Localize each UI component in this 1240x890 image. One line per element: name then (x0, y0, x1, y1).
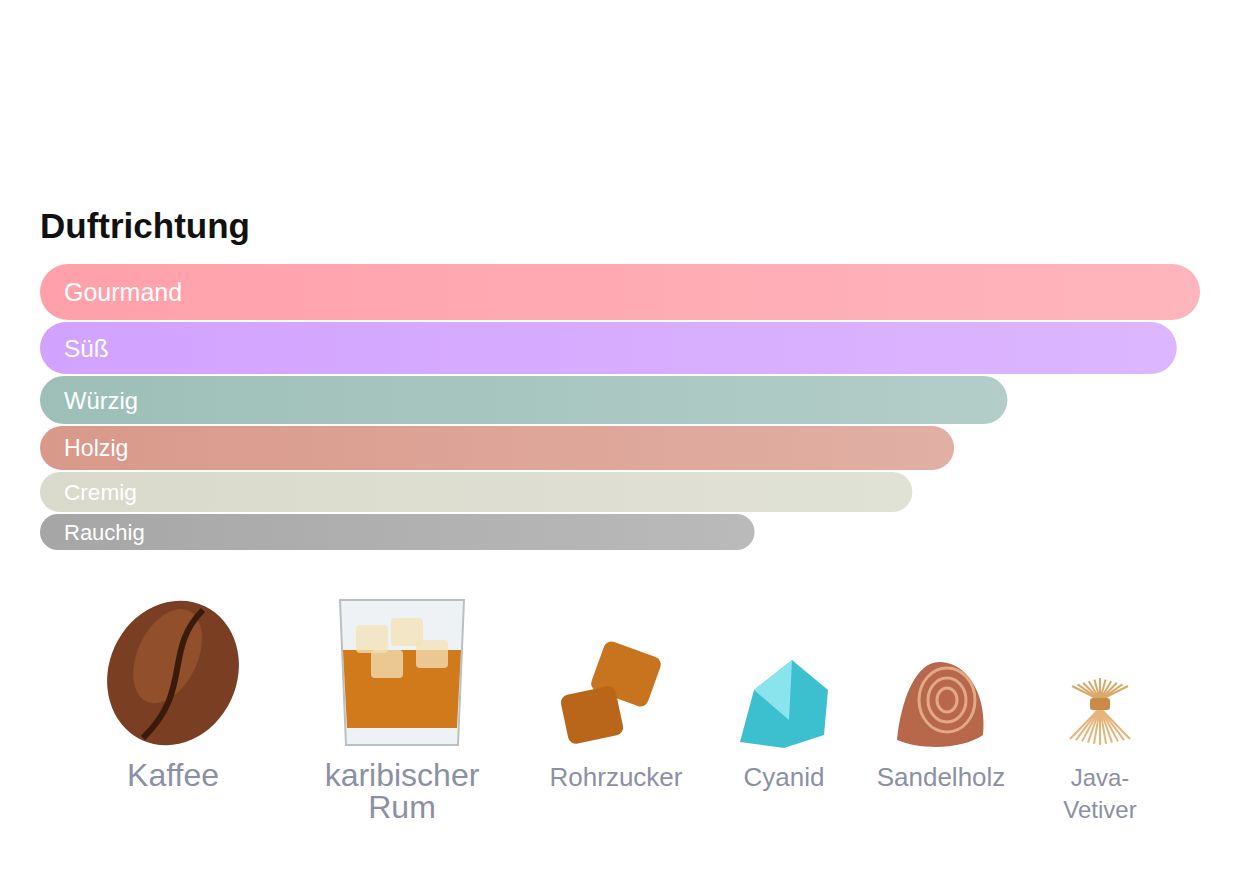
category-label: Süß (64, 335, 109, 362)
bar (40, 514, 755, 550)
ingredient-icon (740, 660, 828, 748)
category-label: Würzig (64, 387, 138, 414)
bar (40, 426, 954, 470)
ingredient-label: Java-Vetiver (1063, 764, 1136, 823)
ingredient: Sandelholz (877, 662, 1006, 792)
ingredient: Kaffee (84, 579, 263, 793)
icon-shape (84, 579, 263, 767)
category-label: Cremig (64, 480, 137, 505)
title: Duftrichtung (40, 206, 250, 245)
ingredient-icon (340, 600, 464, 745)
bar (40, 472, 912, 512)
icon-shape (340, 600, 464, 745)
ingredient: Rohrzucker (550, 639, 683, 792)
ingredient-icon (897, 662, 984, 747)
ingredient-label: Sandelholz (877, 762, 1006, 792)
icon-shape (416, 640, 448, 668)
category-labels: Gourmand Süß Würzig Holzig Cremig Rauchig (64, 278, 182, 545)
icon-shape (143, 610, 203, 738)
icon-shape (559, 685, 624, 746)
icon-shape (371, 650, 403, 678)
icon-shape (919, 668, 975, 732)
ingredient-label: karibischerRum (325, 757, 480, 825)
ingredient-label: Rohrzucker (550, 762, 683, 792)
ingredient-icon (84, 579, 263, 767)
category-label: Gourmand (64, 278, 182, 306)
category-label: Rauchig (64, 520, 145, 545)
ingredient-icon (1070, 678, 1130, 745)
icon-shape (937, 688, 957, 712)
icon-shape (740, 660, 828, 748)
bar (40, 376, 1007, 424)
ingredient-label: Cyanid (744, 762, 825, 792)
icon-shape (356, 625, 388, 653)
bar (40, 322, 1177, 374)
bars (40, 264, 1200, 550)
ingredient: Cyanid (740, 660, 828, 792)
icon-shape (1090, 698, 1110, 710)
category-label: Holzig (64, 435, 128, 461)
bar (40, 264, 1200, 320)
ingredient: Java-Vetiver (1063, 678, 1136, 823)
ingredient-label: Kaffee (127, 757, 219, 793)
icon-shape (754, 660, 792, 720)
icon-shape (1100, 708, 1130, 739)
icon-shape (1100, 686, 1128, 700)
chart: Duftrichtung Gourmand Süß Würzig Holzig Cremi… (0, 0, 1240, 890)
ingredients: Kaffee karibischerRum Rohrzucker Cyanid Sand… (84, 579, 1137, 825)
icon-shape (928, 678, 966, 722)
ingredient-icon (559, 639, 663, 745)
ingredient: karibischerRum (325, 600, 480, 825)
icon-shape (897, 662, 984, 747)
